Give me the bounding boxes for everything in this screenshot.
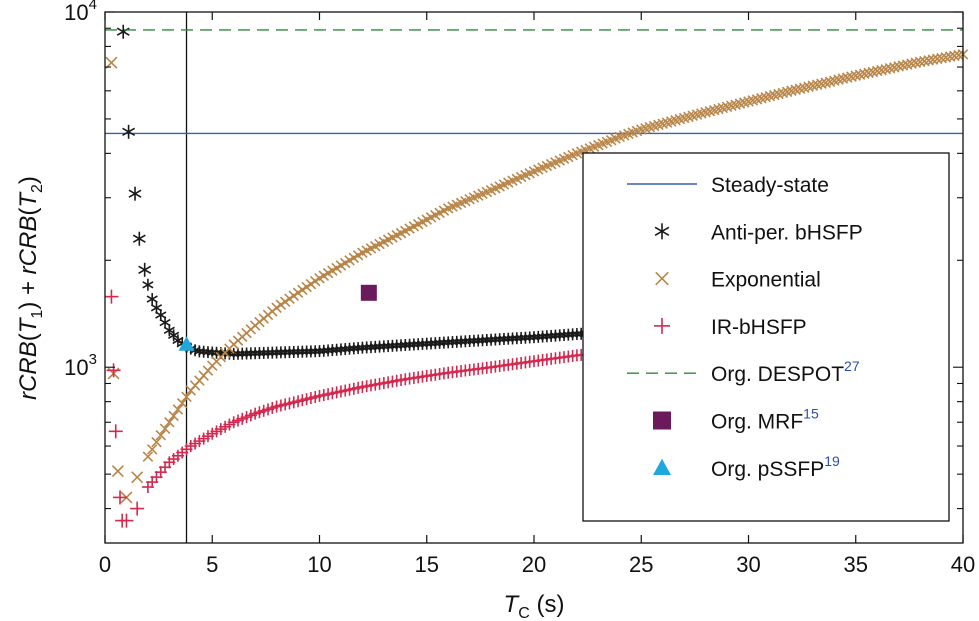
series-exponential — [105, 49, 969, 504]
point-exponential — [168, 410, 179, 422]
point-exponential — [142, 451, 154, 462]
point-anti-per-bhsfp — [116, 24, 130, 39]
series-anti-per-bhsfp — [116, 24, 604, 360]
point-exponential — [164, 416, 175, 428]
point-exponential — [105, 56, 118, 69]
x-tick-label: 15 — [415, 552, 439, 577]
point-anti-per-bhsfp — [128, 186, 142, 201]
point-exponential — [111, 465, 124, 478]
point-ir-bhsfp — [108, 424, 123, 439]
point-org-mrf — [360, 284, 377, 301]
point-exponential — [172, 404, 184, 415]
legend-item-org-pssfp: Org. pSSFP19 — [653, 453, 840, 481]
x-tick-label: 5 — [206, 552, 218, 577]
point-exponential — [940, 52, 952, 63]
point-anti-per-bhsfp — [132, 231, 146, 246]
point-exponential — [914, 56, 926, 68]
point-ir-bhsfp — [130, 501, 145, 516]
legend-label: Org. DESPOT27 — [711, 358, 860, 386]
y-tick-label: 103 — [64, 351, 97, 380]
point-anti-per-bhsfp — [142, 278, 154, 291]
point-ir-bhsfp — [106, 363, 121, 378]
legend-item-org-mrf: Org. MRF15 — [653, 406, 819, 434]
legend-label: Anti-per. bHSFP — [711, 221, 863, 244]
legend-label: Steady-state — [711, 174, 829, 197]
point-exponential — [944, 51, 956, 62]
legend-item-steady-state: Steady-state — [627, 174, 829, 197]
legend-swatch — [654, 223, 670, 240]
point-exponential — [159, 423, 171, 434]
point-exponential — [131, 471, 144, 484]
point-anti-per-bhsfp — [122, 124, 136, 139]
point-exponential — [151, 436, 162, 448]
x-tick-label: 10 — [307, 552, 331, 577]
point-exponential — [923, 55, 934, 66]
point-exponential — [936, 52, 947, 64]
point-exponential — [155, 430, 167, 441]
point-exponential — [953, 49, 964, 61]
point-exponential — [181, 391, 192, 403]
point-ir-bhsfp — [119, 513, 134, 528]
x-tick-label: 30 — [736, 552, 760, 577]
legend-label: Org. pSSFP19 — [711, 453, 840, 481]
legend-item-org-despot: Org. DESPOT27 — [627, 358, 860, 386]
legend-label: IR-bHSFP — [711, 316, 807, 339]
point-ir-bhsfp — [104, 289, 119, 304]
legend-swatch — [653, 411, 671, 430]
point-anti-per-bhsfp — [168, 329, 180, 342]
point-exponential — [949, 50, 960, 62]
point-anti-per-bhsfp — [138, 262, 152, 277]
legend-swatch — [653, 458, 671, 475]
axis-labels: TC (s) rCRB(T1) + rCRB(T2) — [15, 176, 564, 621]
legend-item-anti-per-bhsfp: Anti-per. bHSFP — [654, 221, 863, 244]
x-tick-label: 25 — [629, 552, 653, 577]
legend-label: Exponential — [711, 269, 821, 292]
series-layer — [104, 12, 969, 543]
legend-label: Org. MRF15 — [711, 406, 819, 434]
legend-item-exponential: Exponential — [655, 269, 821, 292]
legend-item-ir-bhsfp: IR-bHSFP — [654, 316, 807, 339]
x-tick-label: 20 — [522, 552, 546, 577]
legend: Steady-state Anti-per. bHSFP Exponential IR… — [582, 152, 950, 522]
legend-swatch — [654, 317, 670, 334]
y-tick-label: 104 — [64, 0, 97, 25]
legend-box — [582, 152, 950, 522]
point-anti-per-bhsfp — [146, 293, 158, 306]
point-exponential — [927, 54, 939, 65]
point-exponential — [146, 444, 158, 455]
x-tick-label: 35 — [844, 552, 868, 577]
axes-layer: 0 5 10 15 20 25 30 35 40 103 104 — [64, 0, 975, 577]
point-exponential — [176, 397, 188, 409]
y-axis-label: rCRB(T1) + rCRB(T2) — [15, 176, 46, 400]
x-axis-label: TC (s) — [504, 591, 565, 621]
legend-swatch — [655, 271, 669, 286]
point-anti-per-bhsfp — [159, 316, 171, 329]
x-tick-label: 40 — [951, 552, 975, 577]
point-anti-per-bhsfp — [163, 324, 175, 337]
point-org-pssfp — [178, 336, 195, 351]
point-exponential — [932, 53, 943, 65]
point-ir-bhsfp — [113, 490, 128, 505]
x-tick-label: 0 — [99, 552, 111, 577]
point-exponential — [919, 55, 930, 67]
point-anti-per-bhsfp — [155, 309, 167, 322]
